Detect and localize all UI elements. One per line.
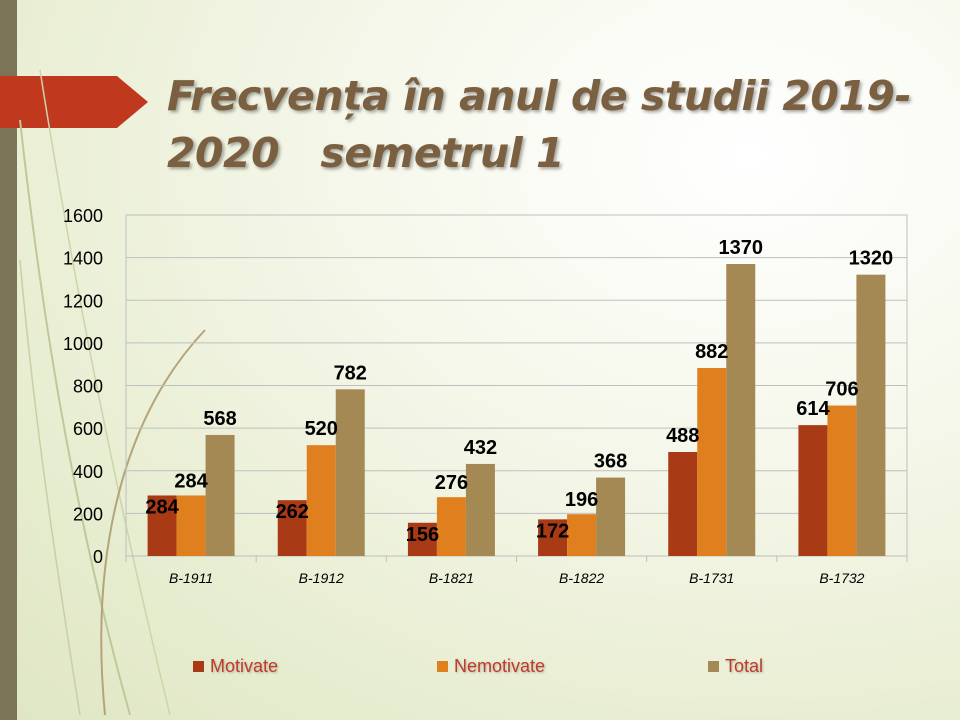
bar-total [205,434,235,556]
bar-total [596,477,626,556]
bar-nemotivate [306,445,336,556]
legend-swatch-total [708,661,719,672]
bar-nemotivate [176,495,206,556]
data-label-nemotivate: 284 [174,470,208,492]
y-tick-label: 800 [73,377,103,397]
legend-label-nemotivate: Nemotivate [454,656,546,676]
bar-total [856,274,886,556]
x-tick-label: B-1732 [819,570,864,586]
legend-label-motivate: Motivate [210,656,279,676]
data-label-motivate: 172 [536,520,569,542]
title-line-2: 2020 semetrul 1 [167,129,565,177]
legend-swatch-nemotivate [437,661,448,672]
y-tick-label: 0 [93,547,103,567]
y-tick-label: 400 [73,462,103,482]
bar-motivate [277,500,307,556]
bar-motivate [798,425,828,556]
x-tick-label: B-1822 [559,570,604,586]
data-label-nemotivate: 882 [695,341,728,363]
y-tick-label: 1400 [63,249,103,269]
y-tick-label: 1200 [63,291,103,311]
data-label-nemotivate: 276 [435,472,468,494]
bar-total [726,264,756,556]
y-tick-label: 600 [73,419,103,439]
data-label-nemotivate: 196 [565,489,598,511]
bar-nemotivate [827,405,857,556]
data-label-motivate: 488 [666,425,699,447]
chart-legend: Motivate Nemotivate Total [0,656,960,682]
data-label-nemotivate: 520 [305,418,338,440]
bar-motivate [147,495,177,556]
legend-label-total: Total [725,656,764,676]
title-line-1: Frecvența în anul de studii 2019- [167,72,911,120]
bar-motivate [407,522,437,556]
x-tick-label: B-1821 [429,570,474,586]
data-label-total: 368 [594,451,627,473]
x-tick-label: B-1911 [169,570,213,586]
legend-swatch-motivate [193,661,204,672]
y-tick-label: 200 [73,504,103,524]
legend-item-total: Total [708,656,763,677]
y-tick-label: 1600 [63,206,103,226]
bar-nemotivate [697,368,727,556]
x-tick-label: B-1912 [299,570,344,586]
data-label-total: 782 [334,362,367,384]
data-label-total: 432 [464,437,497,459]
data-label-motivate: 262 [276,501,309,523]
data-label-motivate: 156 [406,524,439,546]
legend-item-motivate: Motivate [193,656,278,677]
data-label-motivate: 614 [796,398,830,420]
data-label-nemotivate: 706 [825,379,858,401]
bar-nemotivate [567,514,597,556]
bar-motivate [668,451,698,556]
bar-total [335,389,365,556]
data-label-total: 568 [203,408,236,430]
y-tick-label: 1000 [63,334,103,354]
bar-motivate [538,519,568,556]
bar-nemotivate [436,497,466,556]
data-label-motivate: 284 [145,496,179,518]
data-label-total: 1320 [849,248,894,270]
legend-item-nemotivate: Nemotivate [437,656,545,677]
bar-total [465,463,495,556]
x-tick-label: B-1731 [689,570,734,586]
left-decorative-band [0,0,17,720]
slide-title: Frecvența în anul de studii 2019- 2020 s… [167,68,927,182]
data-label-total: 1370 [719,237,764,259]
